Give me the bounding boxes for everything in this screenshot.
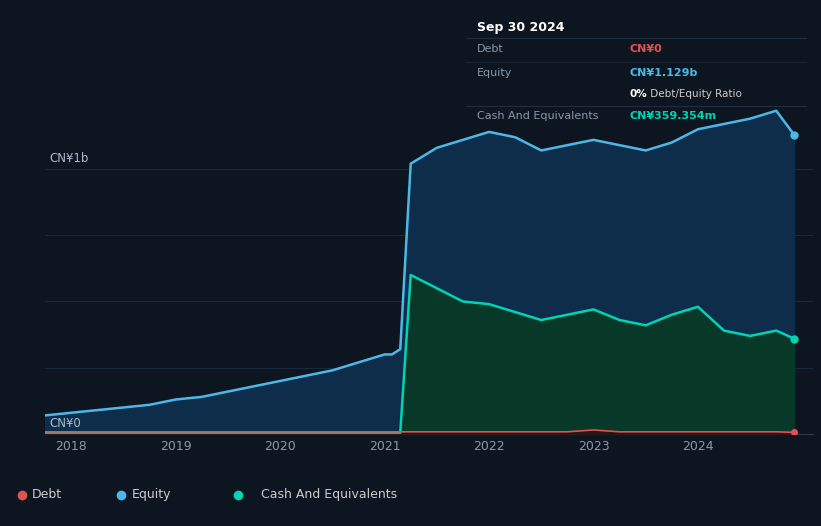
- Text: Sep 30 2024: Sep 30 2024: [476, 22, 564, 34]
- Text: Equity: Equity: [476, 68, 512, 78]
- Text: CN¥359.354m: CN¥359.354m: [630, 112, 717, 122]
- Text: Equity: Equity: [131, 488, 171, 501]
- Text: Cash And Equivalents: Cash And Equivalents: [261, 488, 397, 501]
- Text: CN¥1b: CN¥1b: [49, 152, 89, 165]
- Text: 0%: 0%: [630, 89, 648, 99]
- Text: Debt: Debt: [32, 488, 62, 501]
- Text: Debt/Equity Ratio: Debt/Equity Ratio: [647, 89, 742, 99]
- Text: Debt: Debt: [476, 44, 503, 54]
- Text: Cash And Equivalents: Cash And Equivalents: [476, 112, 598, 122]
- Text: CN¥0: CN¥0: [630, 44, 663, 54]
- Text: CN¥1.129b: CN¥1.129b: [630, 68, 698, 78]
- Text: CN¥0: CN¥0: [49, 417, 80, 430]
